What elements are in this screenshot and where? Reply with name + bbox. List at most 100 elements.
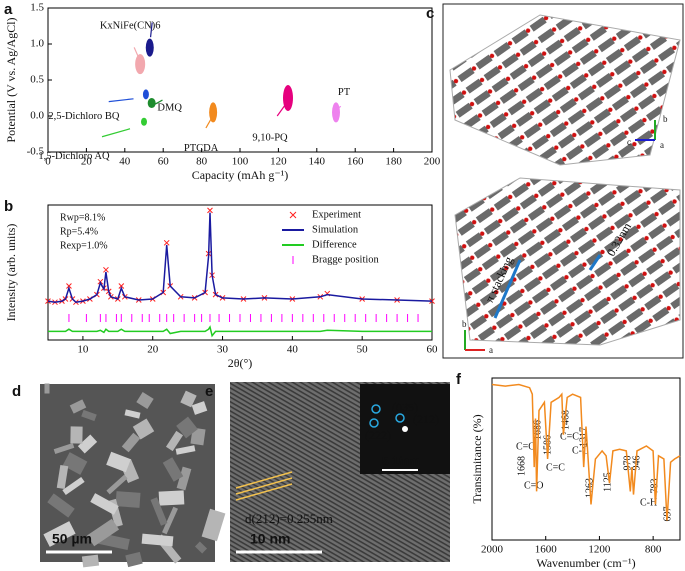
annotation: d(212)=0.255nm [245,511,333,526]
annotation: C-H [640,497,657,508]
x-tick-label: 2000 [481,544,504,556]
x-tick-label: 160 [347,156,364,168]
crystal [162,457,184,482]
annotation: C=O [524,480,544,491]
pointer [101,128,131,138]
crystal [69,399,87,414]
x-tick-label: 60 [427,344,439,356]
crystal-bottom [454,177,681,346]
crystal [125,551,143,568]
point [209,102,218,123]
pointer [149,22,153,38]
legend-label: Difference [312,239,357,250]
crystal [191,401,208,415]
y-axis-label: Intensity (arb. units) [4,224,18,322]
panel-e [230,382,450,562]
crystal [141,533,174,547]
lattice-line [235,477,293,495]
crystal [115,491,141,508]
x-tick-label: 0 [45,156,51,168]
scale-label: 10 nm [250,531,290,547]
point-label: CaxCuHCF [129,0,179,1]
annotation: C-C [572,445,589,456]
point-label: PT [338,87,351,98]
crystal [132,418,155,440]
axis-label: a [489,345,493,355]
legend-swatch [289,211,297,219]
scale-label: 50 µm [52,531,92,547]
annotation: C=O [516,441,536,452]
x-tick-label: 20 [81,156,93,168]
crystal [150,497,168,526]
panel-c [442,3,684,359]
x-tick-label: 50 [357,344,369,356]
scale-label: 5 1/nm [382,454,420,468]
panel-label: c [426,5,434,22]
x-tick-label: 20 [147,344,159,356]
crystal [175,445,196,455]
y-tick-label: 0.0 [30,110,44,122]
x-tick-label: 180 [385,156,402,168]
crystal [43,521,76,547]
marker [207,207,213,214]
marker [103,266,109,273]
crystal [124,409,141,419]
y-tick-label: -0.5 [27,146,45,158]
point [283,85,293,111]
crystal [77,434,98,454]
x-tick-label: 800 [645,544,662,556]
pointer [108,98,134,103]
annotation: C=C [560,431,579,442]
annotation: C=C [546,462,565,473]
point-label: 2,5-Dichloro BQ [48,111,120,122]
line [47,212,433,303]
pointer [154,99,163,105]
pointer [133,47,139,57]
x-tick-label: 1600 [535,544,558,556]
pointer [276,105,285,117]
point [145,38,154,57]
y-tick-label: 1.5 [30,2,44,14]
y-axis-label: Potential (V vs. Ag/AgCl) [4,17,18,142]
crystal [106,474,128,495]
annotation: 1317 [578,427,589,447]
panel-label: e [205,383,213,400]
arrow [493,259,522,319]
legend-label: Bragge position [312,254,380,265]
x-tick-label: 200 [424,156,441,168]
point-label: DMQ [157,102,182,113]
fft-spot [402,426,408,432]
axis-label: b [663,114,668,124]
crystal [194,541,208,554]
point [147,98,156,109]
crystal [62,452,88,475]
spot-label: (035) [392,400,418,414]
crystal [86,518,120,547]
marker [163,239,170,246]
crystal [106,451,131,473]
spot-label: (222) [365,428,391,442]
legend-label: Simulation [312,224,359,235]
point [141,117,147,126]
fft-spot [369,418,379,428]
sem-crystals [43,383,226,568]
x-tick-label: 30 [217,344,229,356]
spot-label: (212) [413,412,439,426]
fft-spot [395,413,405,423]
y-tick-label: 1.0 [30,38,44,50]
lattice-line [235,471,293,489]
x-tick-label: 80 [196,156,208,168]
arrow [588,254,602,271]
crystal [56,465,69,489]
marker [118,283,125,289]
x-tick-label: 100 [232,156,249,168]
annotation: Rexp=1.0% [60,240,108,251]
point [135,54,146,75]
panel-label: a [4,1,13,18]
crystal [70,426,83,444]
line [48,325,432,338]
crystal [190,427,206,446]
crystal [62,476,85,496]
x-tick-label: 120 [270,156,287,168]
axis-label: b [462,319,467,329]
